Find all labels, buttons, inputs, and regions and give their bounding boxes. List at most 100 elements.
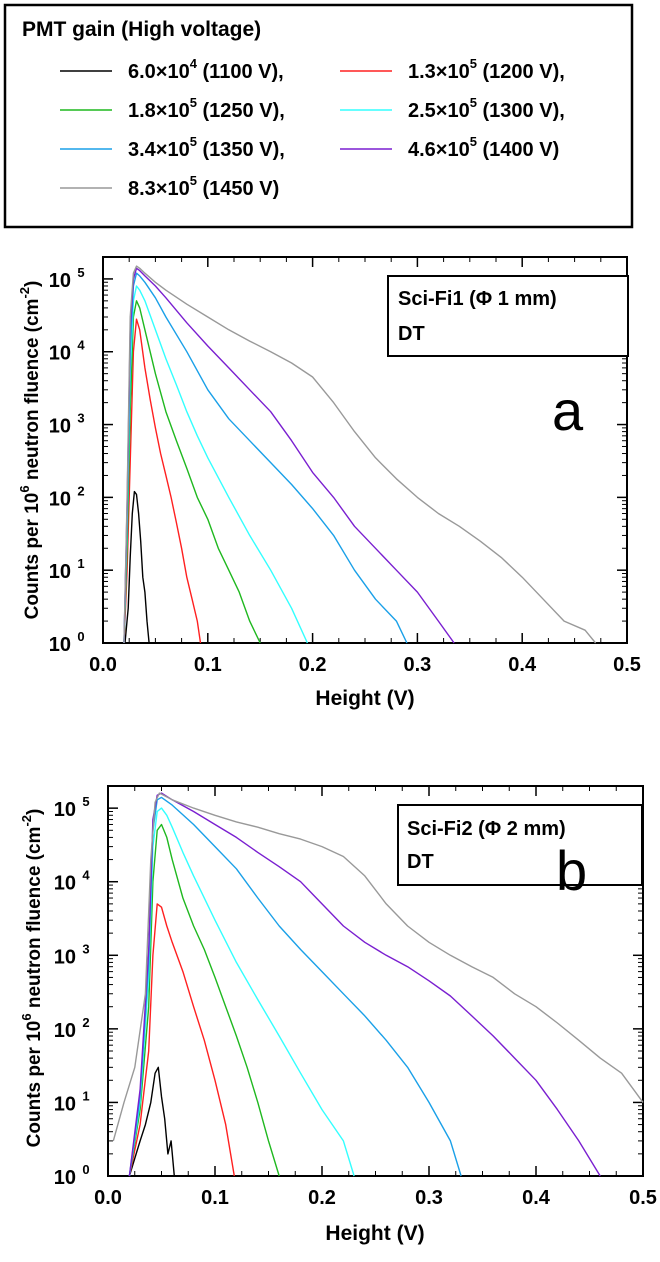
series-line: [124, 490, 150, 644]
legend-voltage: (1400 V): [477, 139, 559, 161]
y-tick-label: 10: [54, 946, 76, 968]
legend-gain: 3.4×10: [128, 139, 190, 161]
x-tick-label: 0.4: [522, 1187, 551, 1209]
y-tick-base: 10: [54, 1167, 76, 1189]
legend-gain-exponent: 5: [190, 173, 197, 188]
y-tick-exponent: 5: [77, 265, 84, 280]
legend-label: 2.5×105 (1300 V),: [408, 95, 565, 122]
y-tick-exponent: 1: [82, 1088, 89, 1103]
y-axis-label: Counts per 106 neutron fluence (cm-2): [17, 281, 43, 620]
y-tick-exponent: 5: [82, 794, 89, 809]
legend-gain: 8.3×10: [128, 178, 190, 200]
ylabel-superscript: -2: [17, 287, 32, 299]
legend-gain: 6.0×10: [128, 61, 190, 83]
x-tick-label: 0.1: [194, 654, 222, 676]
legend-gain: 4.6×10: [408, 139, 470, 161]
y-tick-exponent: 0: [82, 1162, 89, 1177]
legend-gain-exponent: 5: [190, 134, 197, 149]
panel-b: 10 0 10 1 10 2 10 3 10 4 10 5 0.0 0.1 0.2 0.3 0.4 0.5 Sc…: [19, 785, 657, 1245]
y-tick-label: 10: [54, 1167, 76, 1189]
annotation-line-1: Sci-Fi1 (Φ 1 mm): [398, 288, 557, 310]
legend-gain-exponent: 5: [190, 95, 197, 110]
y-tick-base: 10: [49, 561, 71, 583]
legend-gain-exponent: 5: [470, 56, 477, 71]
legend-label: 4.6×105 (1400 V): [408, 134, 559, 161]
x-tick-label: 0.2: [308, 1187, 336, 1209]
y-tick-base: 10: [54, 946, 76, 968]
y-tick-exponent: 1: [77, 556, 84, 571]
ylabel-text: ): [24, 809, 45, 815]
legend-voltage: (1200 V),: [477, 61, 565, 83]
series-line: [123, 300, 261, 644]
y-tick-base: 10: [49, 343, 71, 365]
y-tick-labels: 10 0 10 1 10 2 10 3 10 4 10 5: [54, 794, 643, 1189]
y-tick-base: 10: [49, 488, 71, 510]
legend: PMT gain (High voltage) 6.0×104 (1100 V)…: [3, 3, 634, 229]
x-tick-label: 0.5: [613, 654, 641, 676]
panel-annotation: Sci-Fi1 (Φ 1 mm) DT: [387, 275, 629, 357]
y-tick-label: 10: [49, 343, 71, 365]
annotation-line-2: DT: [407, 851, 434, 873]
series-line: [123, 318, 202, 644]
legend-gain-exponent: 5: [470, 95, 477, 110]
legend-voltage: (1300 V),: [477, 100, 565, 122]
x-tick-label: 0.0: [89, 654, 117, 676]
y-tick-label: 10: [49, 416, 71, 438]
panel-a: 10 0 10 1 10 2 10 3 10 4 10 5 0.0 0.1 0.2 0.3 0.4 0.5 Sc…: [17, 256, 641, 710]
legend-gain: 2.5×10: [408, 100, 470, 122]
legend-voltage: (1100 V),: [197, 61, 284, 83]
series-line: [112, 792, 644, 1142]
legend-gain: 1.3×10: [408, 61, 470, 83]
x-tick-labels: 0.0 0.1 0.2 0.3 0.4 0.5: [89, 257, 641, 676]
annotation-frame: [387, 275, 629, 357]
x-tick-label: 0.4: [508, 654, 537, 676]
legend-label: 6.0×104 (1100 V),: [128, 56, 284, 83]
y-tick-label: 10: [54, 873, 76, 895]
legend-label: 1.3×105 (1200 V),: [408, 56, 565, 83]
series-lines: [112, 792, 644, 1177]
legend-title: PMT gain (High voltage): [22, 18, 261, 41]
series-line: [123, 285, 309, 644]
annotation-line-2: DT: [398, 323, 425, 345]
y-tick-exponent: 0: [77, 629, 84, 644]
ylabel-superscript: 6: [19, 1013, 34, 1020]
y-tick-label: 10: [54, 1093, 76, 1115]
panel-annotation: Sci-Fi2 (Φ 2 mm) DT: [397, 804, 643, 886]
x-axis-label: Height (V): [315, 687, 414, 710]
x-tick-label: 0.0: [94, 1187, 122, 1209]
series-line: [128, 823, 280, 1177]
legend-frame: [3, 3, 634, 229]
y-tick-exponent: 2: [77, 483, 84, 498]
legend-voltage: (1350 V),: [197, 139, 285, 161]
x-tick-label: 0.2: [299, 654, 327, 676]
legend-label: 8.3×105 (1450 V): [128, 173, 279, 200]
y-tick-label: 10: [49, 634, 71, 656]
y-tick-base: 10: [49, 634, 71, 656]
annotation-frame: [397, 804, 643, 886]
series-line: [123, 272, 408, 644]
y-tick-base: 10: [54, 873, 76, 895]
y-tick-exponent: 4: [77, 338, 85, 353]
y-tick-label: 10: [49, 270, 71, 292]
legend-gain-exponent: 5: [470, 134, 477, 149]
legend-voltage: (1450 V): [197, 178, 279, 200]
x-tick-label: 0.5: [629, 1187, 657, 1209]
ylabel-superscript: 6: [17, 485, 32, 492]
panel-letter: a: [552, 379, 584, 442]
legend-gain: 1.8×10: [128, 100, 190, 122]
ylabel-text: Counts per 10: [24, 1021, 45, 1148]
y-tick-base: 10: [49, 270, 71, 292]
y-axis-label: Counts per 106 neutron fluence (cm-2): [19, 809, 45, 1148]
y-tick-base: 10: [54, 1020, 76, 1042]
legend-label: 3.4×105 (1350 V),: [128, 134, 285, 161]
y-tick-base: 10: [49, 416, 71, 438]
ylabel-text: neutron fluence (cm: [22, 299, 43, 486]
legend-gain-exponent: 4: [190, 56, 198, 71]
ylabel-text: neutron fluence (cm: [24, 827, 45, 1014]
y-tick-exponent: 3: [77, 411, 84, 426]
legend-label: 1.8×105 (1250 V),: [128, 95, 285, 122]
y-tick-label: 10: [54, 799, 76, 821]
x-axis-label: Height (V): [325, 1222, 424, 1245]
ylabel-text: Counts per 10: [22, 493, 43, 620]
